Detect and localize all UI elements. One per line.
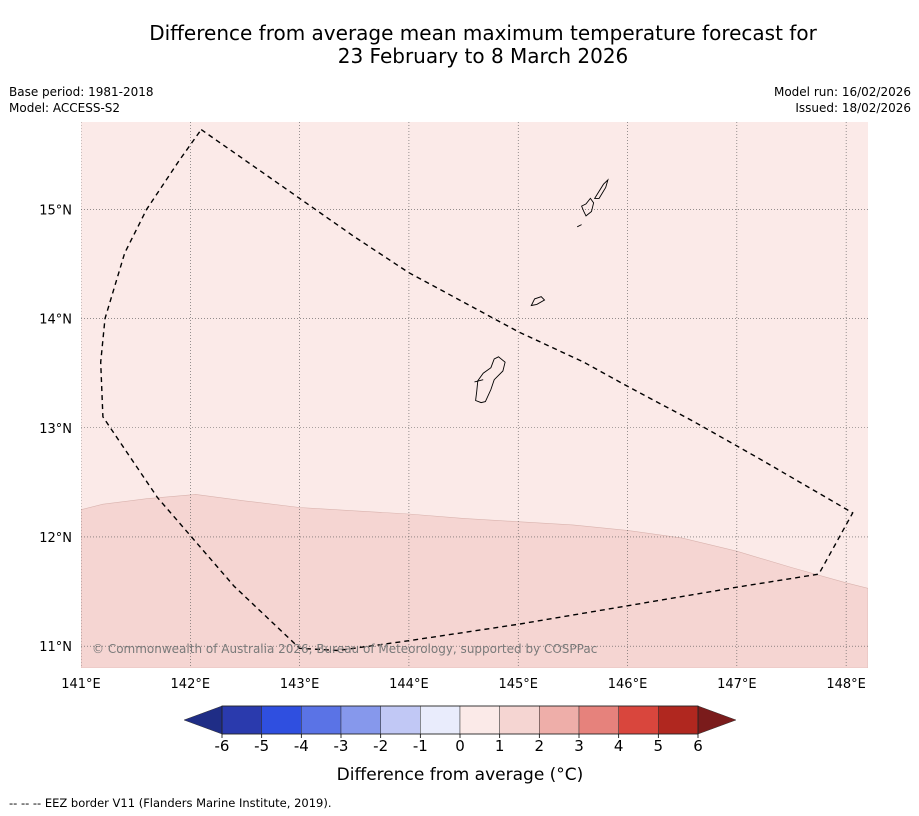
longitude-label: 148°E	[826, 677, 866, 692]
latitude-labels: 11°N 12°N 13°N 14°N 15°N	[39, 203, 72, 655]
colorbar-tick-label: 6	[693, 737, 703, 755]
colorbar: -6 -5 -4 -3 -2 -1 0 1 2 3 4 5 6	[183, 705, 737, 755]
longitude-labels: 141°E 142°E 143°E 144°E 145°E 146°E 147°E 148°E	[61, 677, 866, 692]
colorbar-segment	[420, 705, 461, 735]
colorbar-segment	[618, 705, 659, 735]
latitude-label: 11°N	[39, 640, 72, 655]
colorbar-segment	[301, 705, 342, 735]
issued-date: Issued: 18/02/2026	[795, 101, 911, 115]
colorbar-tick-label: 2	[535, 737, 545, 755]
eez-border	[99, 128, 854, 652]
islet-outline	[474, 379, 484, 383]
colorbar-segment	[459, 705, 500, 735]
model-name: Model: ACCESS-S2	[9, 101, 121, 115]
chart-title: Difference from average mean maximum tem…	[0, 22, 919, 68]
longitude-label: 145°E	[498, 677, 538, 692]
longitude-label: 146°E	[608, 677, 648, 692]
colorbar-segment	[261, 705, 302, 735]
title-line-1: Difference from average mean maximum tem…	[149, 21, 817, 45]
colorbar-tick-label: -3	[334, 737, 349, 755]
island-outline	[593, 178, 609, 199]
graticule	[81, 122, 868, 668]
colorbar-segment	[578, 705, 619, 735]
warm-anomaly-region	[81, 494, 868, 668]
colorbar-over-arrow	[697, 705, 737, 735]
colorbar-tick-label: -2	[373, 737, 388, 755]
latitude-label: 14°N	[39, 313, 72, 328]
eez-footnote: -- -- -- EEZ border V11 (Flanders Marine…	[9, 796, 332, 810]
island-outline	[530, 296, 546, 307]
colorbar-segment	[539, 705, 580, 735]
colorbar-tick-label: 1	[495, 737, 505, 755]
colorbar-tick-label: -5	[254, 737, 269, 755]
colorbar-tick-label: 0	[455, 737, 465, 755]
longitude-label: 143°E	[280, 677, 320, 692]
base-period: Base period: 1981-2018	[9, 85, 154, 99]
colorbar-tick-label: -4	[294, 737, 309, 755]
colorbar-tick-label: 3	[574, 737, 584, 755]
latitude-label: 13°N	[39, 422, 72, 437]
colorbar-tick-label: -6	[215, 737, 230, 755]
colorbar-segment	[221, 705, 262, 735]
colorbar-segment	[340, 705, 381, 735]
colorbar-tick-label: 5	[654, 737, 664, 755]
latitude-label: 15°N	[39, 203, 72, 218]
colorbar-segment	[658, 705, 699, 735]
longitude-label: 144°E	[389, 677, 429, 692]
title-line-2: 23 February to 8 March 2026	[337, 44, 629, 68]
colorbar-title: Difference from average (°C)	[337, 765, 584, 785]
islet-outline	[576, 224, 582, 228]
colorbar-segment	[380, 705, 421, 735]
model-run: Model run: 16/02/2026	[773, 85, 911, 99]
meta-left: Base period: 1981-2018 Model: ACCESS-S2	[9, 84, 154, 116]
longitude-label: 141°E	[61, 677, 101, 692]
colorbar-tick-label: -1	[413, 737, 428, 755]
island-outline	[581, 197, 595, 217]
island-outlines	[474, 178, 609, 404]
longitude-label: 147°E	[717, 677, 757, 692]
latitude-label: 12°N	[39, 531, 72, 546]
longitude-label: 142°E	[171, 677, 211, 692]
meta-right: Model run: 16/02/2026 Issued: 18/02/2026	[774, 84, 911, 116]
colorbar-under-arrow	[183, 705, 223, 735]
colorbar-segment	[499, 705, 540, 735]
island-outline	[475, 356, 506, 404]
copyright-notice: © Commonwealth of Australia 2026, Bureau…	[92, 642, 597, 656]
colorbar-tick-label: 4	[614, 737, 624, 755]
